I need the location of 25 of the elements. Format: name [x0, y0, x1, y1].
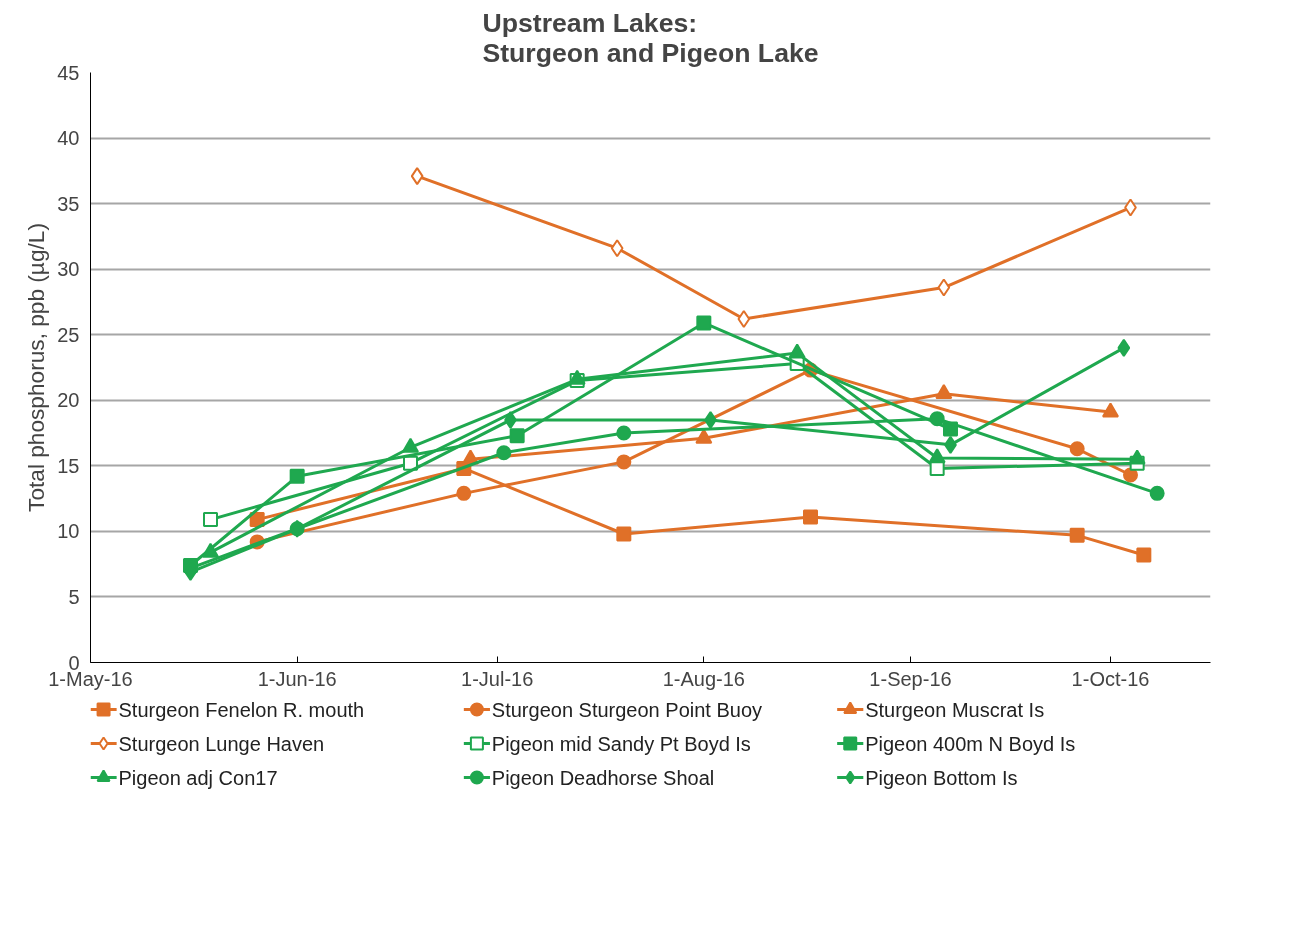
- legend-label: Pigeon adj Con17: [118, 766, 278, 789]
- y-tick-label: 10: [57, 520, 80, 543]
- x-tick-label: 1-Jun-16: [257, 667, 337, 690]
- legend-label: Sturgeon Muscrat Is: [865, 698, 1045, 721]
- x-tick-label: 1-Oct-16: [1071, 667, 1150, 690]
- y-tick-label: 25: [57, 323, 80, 346]
- legend-label: Sturgeon Fenelon R. mouth: [118, 698, 365, 721]
- y-tick-label: 15: [57, 454, 80, 477]
- chart-title: Upstream Lakes: Sturgeon and Pigeon Lake: [482, 7, 819, 68]
- legend-label: Pigeon Bottom Is: [865, 766, 1018, 789]
- legend-label: Pigeon Deadhorse Shoal: [491, 766, 715, 789]
- x-tick-label: 1-Sep-16: [869, 667, 952, 690]
- x-tick-label: 1-Aug-16: [662, 667, 745, 690]
- legend-label: Sturgeon Lunge Haven: [118, 732, 325, 755]
- x-tick-label: 1-Jul-16: [461, 667, 534, 690]
- y-tick-label: 40: [57, 127, 80, 150]
- legend-label: Sturgeon Sturgeon Point Buoy: [491, 698, 763, 721]
- y-tick-label: 45: [57, 61, 80, 84]
- y-tick-label: 30: [57, 258, 80, 281]
- legend-label: Pigeon 400m N Boyd Is: [865, 732, 1076, 755]
- legend-label: Pigeon mid Sandy Pt Boyd Is: [491, 732, 751, 755]
- y-tick-label: 5: [68, 585, 80, 608]
- y-tick-label: 20: [57, 389, 80, 412]
- y-axis-title: Total phosphorus, ppb (µg/L): [23, 223, 50, 512]
- y-tick-label: 35: [57, 192, 80, 215]
